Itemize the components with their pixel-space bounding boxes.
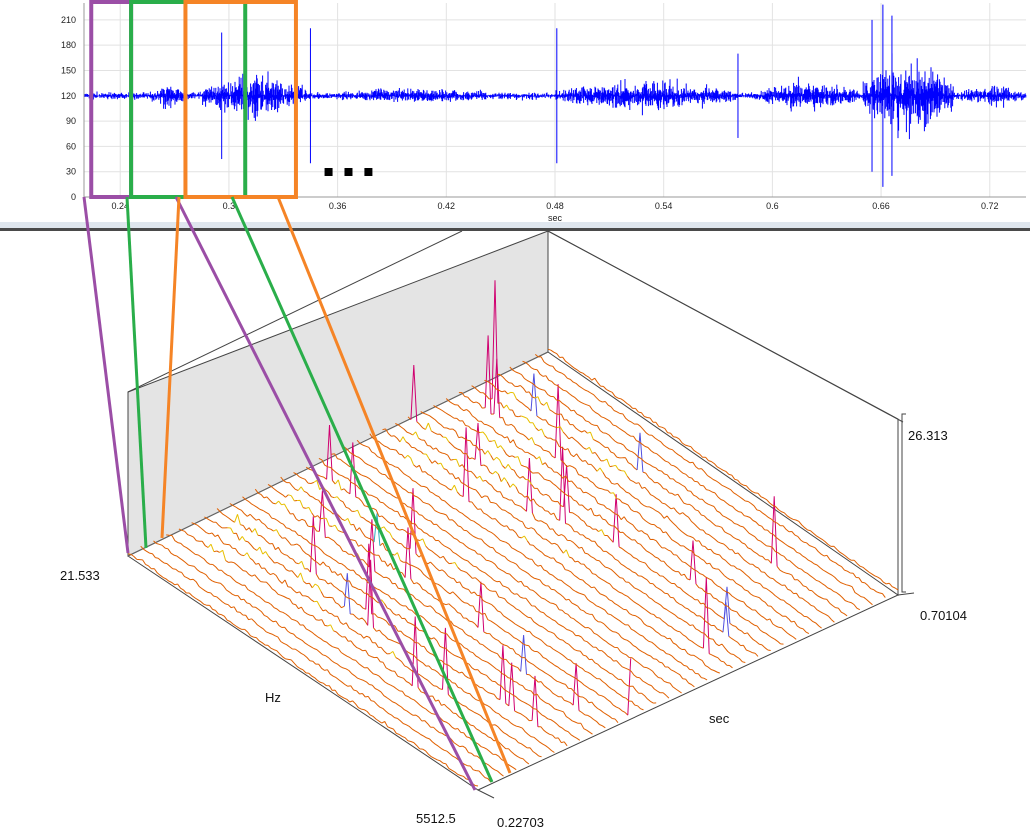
spectrum-trace [227,527,322,592]
spectrum-trace [412,431,484,482]
x-tick-label: 0.42 [438,201,456,211]
spectrum-trace [409,488,417,554]
spectrum-trace [275,500,361,560]
back-wall-left [127,231,549,557]
spectrum-trace [503,404,604,473]
spectrum-trace [191,522,542,758]
sec-max-label: 0.70104 [920,608,967,623]
ellipsis-square [364,168,373,176]
spectrum-trace [479,431,522,466]
hz-min-label: 21.533 [60,568,100,583]
x-tick-label: 0.3 [223,201,236,211]
y-tick-label: 90 [66,116,76,126]
spectrum-trace [204,516,555,753]
spectrum-trace [318,490,580,711]
waveform-panel: 0 30 60 90 120 150 180 210 0.24 0.3 0.36 0.42 0.48 0.… [0,0,1030,222]
x-tick-label: 0.24 [111,201,129,211]
corner-tick [897,592,915,596]
x-tick-label: 0.72 [981,201,999,211]
spectrum-trace [534,396,594,440]
spectrum-trace [536,456,543,465]
spectrum-trace [442,627,449,695]
spectrum-trace [770,496,778,567]
spectrum-trace [243,552,397,658]
panel-divider[interactable] [0,222,1030,231]
x-tick-label: 0.66 [872,201,890,211]
spectrum-trace [520,634,527,675]
ellipsis-square [324,168,333,176]
x-axis-title: sec [548,213,563,222]
y-tick-label: 30 [66,167,76,177]
spectrum-trace [313,479,394,539]
spectrum-trace [382,428,733,669]
y-tick-label: 60 [66,141,76,151]
x-tick-label: 0.6 [766,201,779,211]
x-tick-label: 0.36 [329,201,347,211]
x-tick-label: 0.48 [546,201,564,211]
hz-axis-title: Hz [265,690,281,705]
spectrum-trace [528,437,617,499]
spectrum-trace [563,464,620,547]
spectrum-trace [343,573,351,615]
spectrum-trace [689,540,697,585]
spectrum-trace [127,553,479,787]
spectrum-trace [229,503,581,741]
spectrum-trace [344,446,695,688]
spectrum-trace [534,354,886,598]
spectrum-trace [702,577,710,654]
hz-max-label: 5512.5 [416,811,456,826]
spectrum-trace [526,457,533,514]
waveform-trace [84,53,1027,140]
spectrum-trace [280,476,629,716]
spectrum-trace [178,528,530,765]
ellipsis-square [344,168,353,176]
sec-axis-title: sec [709,711,730,726]
spectrum-trace [166,534,517,771]
spectrum-trace [507,391,628,477]
spectrogram-panel: 21.533 5512.5 0.22703 0.70104 26.313 Hz sec [0,231,1030,827]
y-tick-label: 180 [61,40,76,50]
spectrum-trace [254,488,606,729]
spectrum-trace [425,422,517,488]
spectrum-trace [636,432,644,473]
spectrum-trace [530,373,538,417]
y-tick-label: 210 [61,15,76,25]
amplitude-max-label: 26.313 [908,428,948,443]
spectrum-trace [140,545,492,783]
purple-window-box [89,0,134,199]
waveform-chart: 0 30 60 90 120 150 180 210 0.24 0.3 0.36 0.42 0.48 0.… [61,0,1027,222]
spectrum-trace [242,496,593,735]
y-tick-label: 150 [61,65,76,75]
spectrum-trace [153,540,504,777]
panel-divider-line [0,228,1030,231]
x-tick-label: 0.54 [655,201,673,211]
spectrum-trace [369,433,720,674]
spectrum-trace [627,658,632,716]
spectrogram-3d-chart: 21.533 5512.5 0.22703 0.70104 26.313 Hz sec [60,231,967,827]
spectrum-trace [411,616,419,688]
back-wall-right [547,231,899,596]
spectrum-trace [722,602,730,637]
sec-min-label: 0.22703 [497,815,544,827]
spectrum-trace [547,348,899,591]
floor-outline [127,555,899,791]
y-tick-label: 120 [61,91,76,101]
spectrum-trace [334,479,459,568]
spectrum-trace [331,453,682,694]
spectrum-trace [522,360,873,606]
top-edge-right [547,231,904,423]
spectrum-trace [404,527,485,632]
corner-tick [477,789,495,799]
y-tick-label: 0 [71,192,76,202]
z-axis-bracket [901,413,906,593]
spectrum-trace [309,516,539,727]
